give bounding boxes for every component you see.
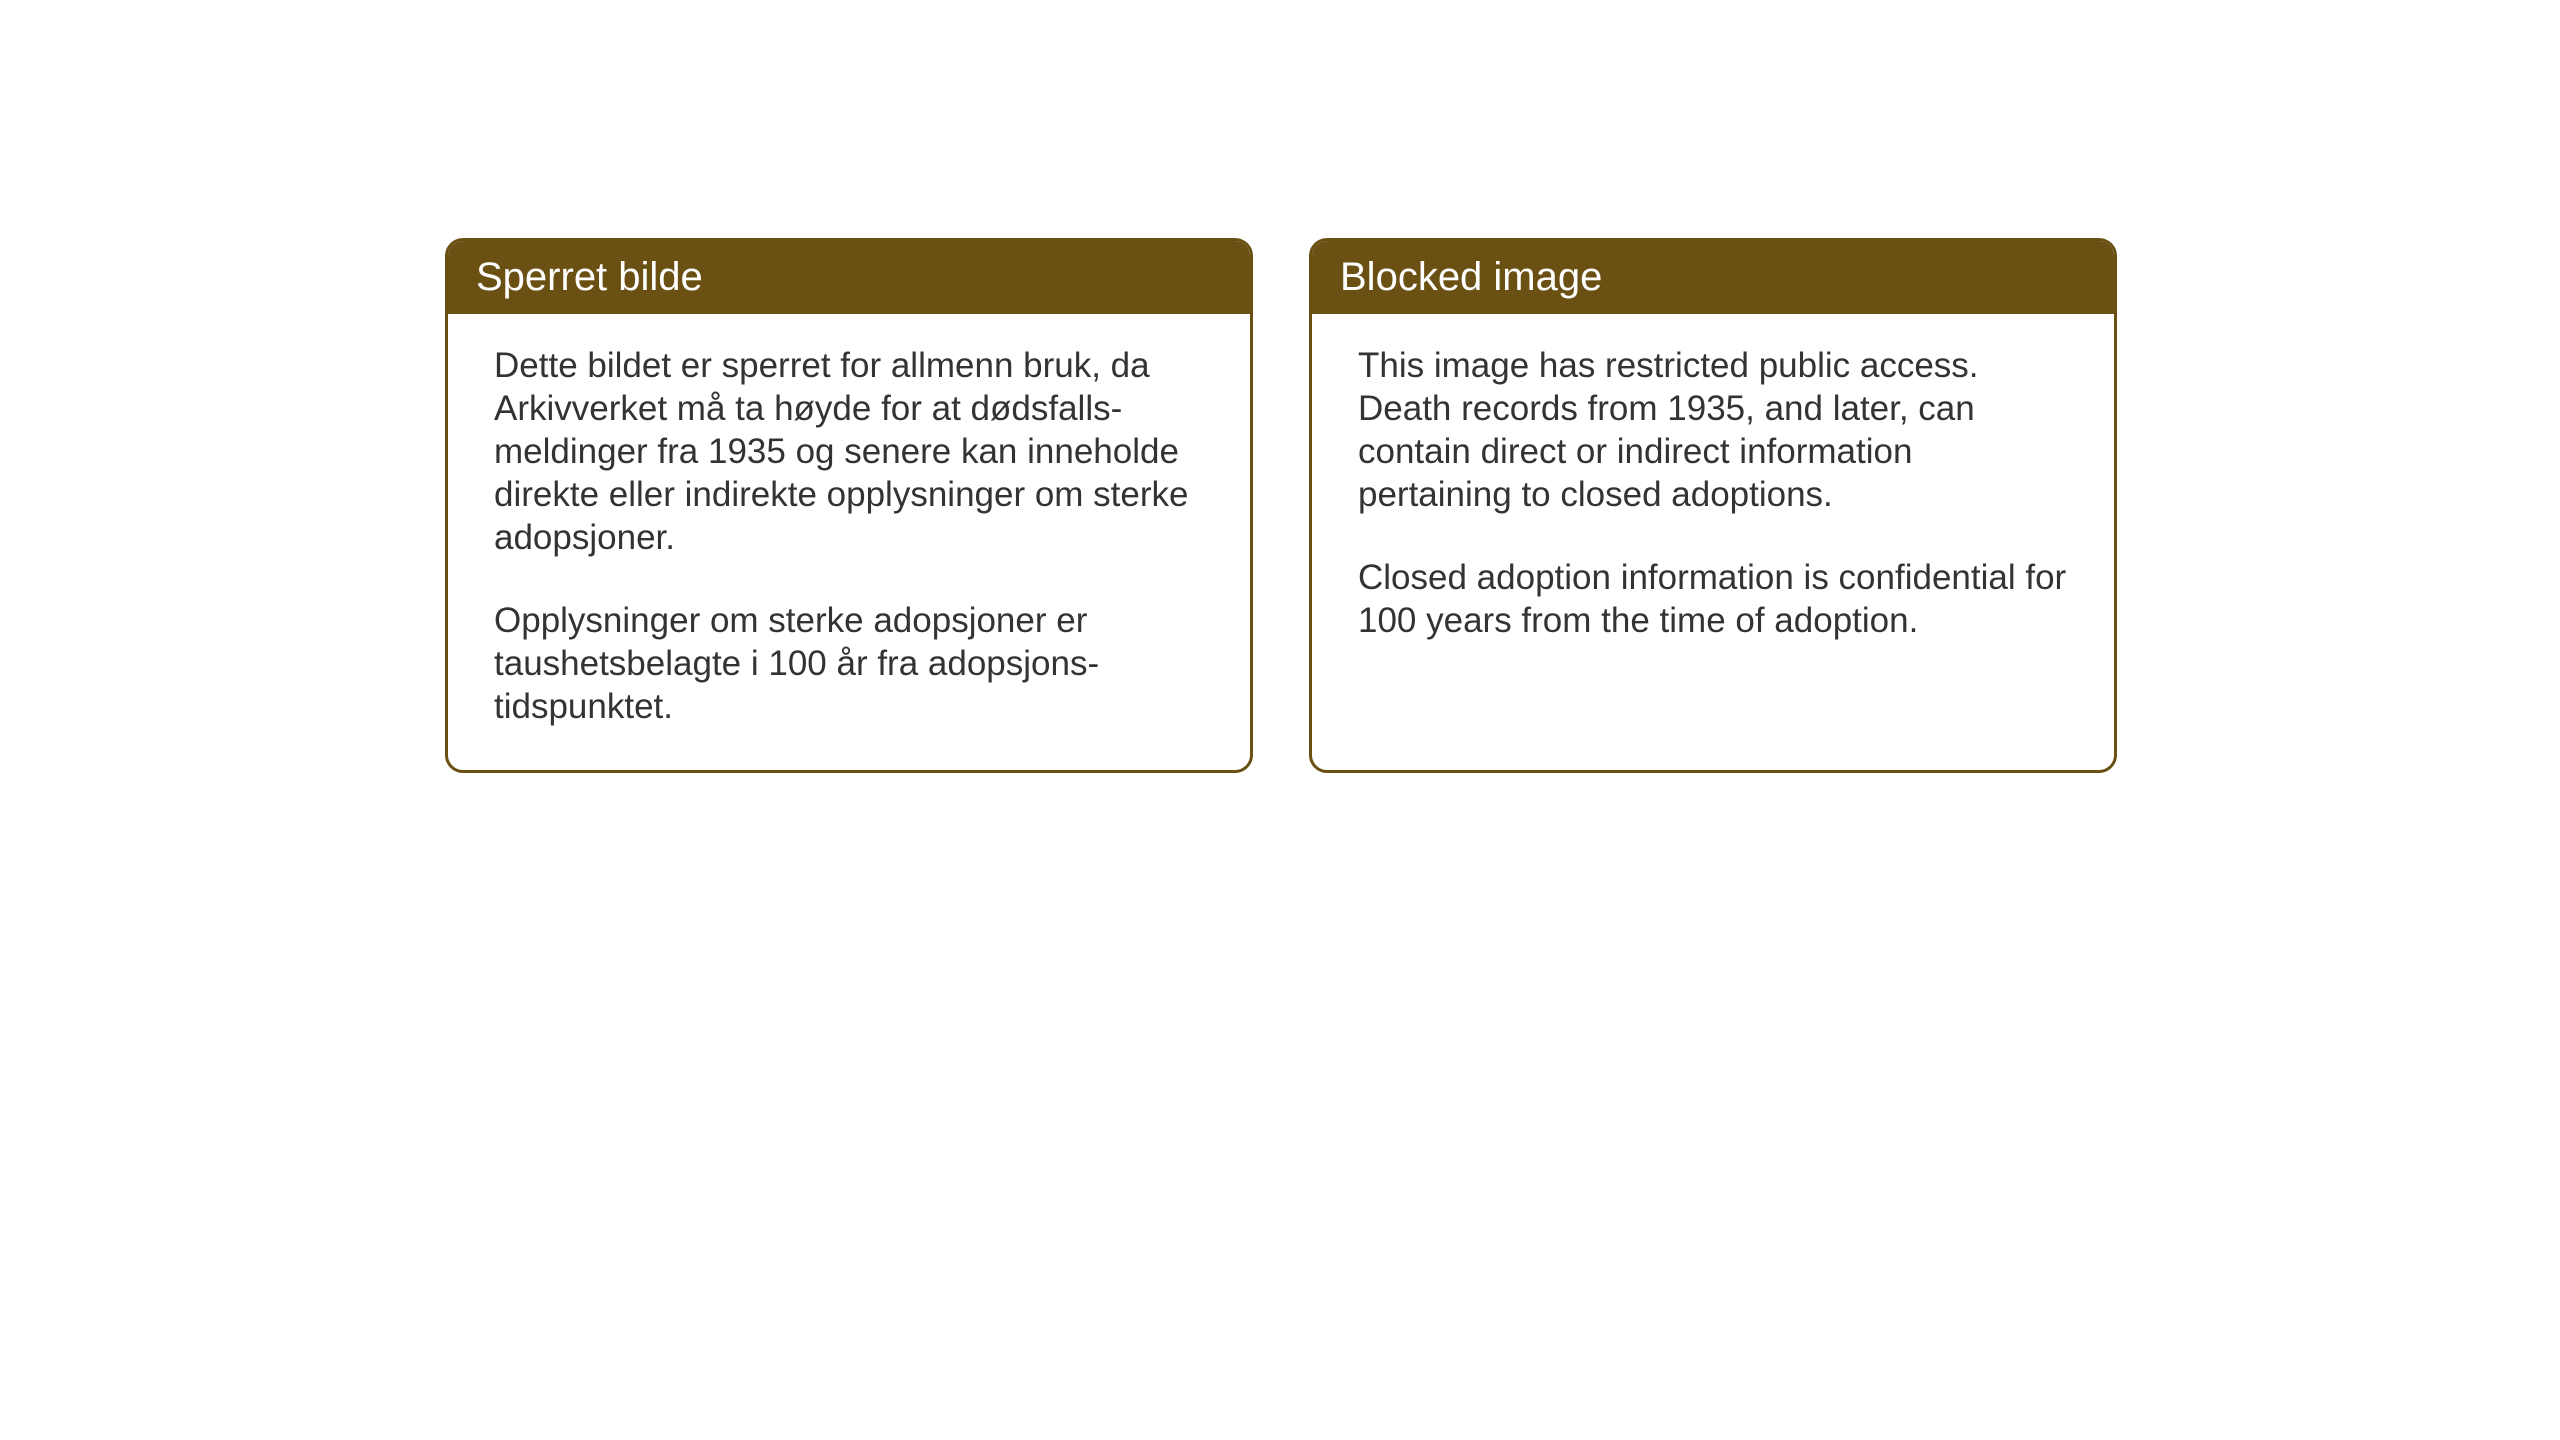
- norwegian-paragraph-1: Dette bildet er sperret for allmenn bruk…: [494, 344, 1204, 559]
- norwegian-card-body: Dette bildet er sperret for allmenn bruk…: [448, 314, 1250, 770]
- english-card-body: This image has restricted public access.…: [1312, 314, 2114, 684]
- norwegian-paragraph-2: Opplysninger om sterke adopsjoner er tau…: [494, 599, 1204, 728]
- notice-container: Sperret bilde Dette bildet er sperret fo…: [445, 238, 2117, 773]
- norwegian-notice-card: Sperret bilde Dette bildet er sperret fo…: [445, 238, 1253, 773]
- english-paragraph-1: This image has restricted public access.…: [1358, 344, 2068, 516]
- english-card-title: Blocked image: [1312, 241, 2114, 314]
- english-paragraph-2: Closed adoption information is confident…: [1358, 556, 2068, 642]
- norwegian-card-title: Sperret bilde: [448, 241, 1250, 314]
- english-notice-card: Blocked image This image has restricted …: [1309, 238, 2117, 773]
